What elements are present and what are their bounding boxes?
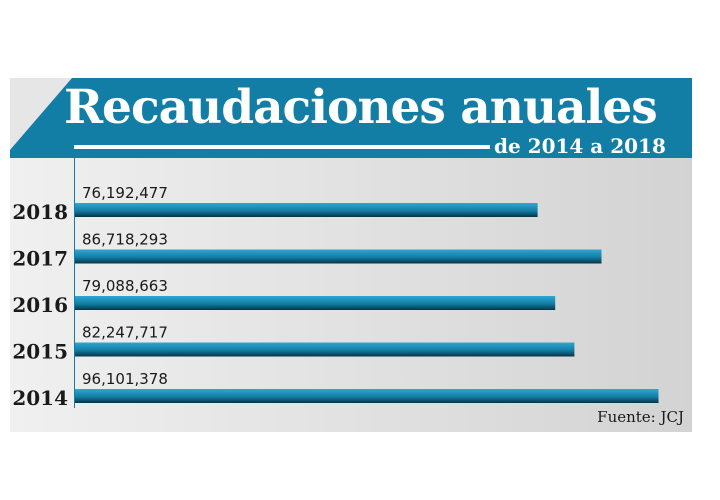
banner-fold-corner	[10, 78, 72, 150]
category-label-2014: 2014	[12, 386, 68, 410]
title-banner	[10, 78, 692, 158]
value-label-2017: 86,718,293	[82, 231, 168, 249]
value-label-2016: 79,088,663	[82, 277, 168, 295]
value-label-2018: 76,192,477	[82, 184, 168, 202]
category-label-2018: 2018	[12, 200, 68, 224]
bar-2015	[75, 342, 575, 357]
title-underline	[74, 145, 490, 149]
bars-layer: 76,192,477 2018 86,718,293 2017 79,088,663 20…	[12, 184, 659, 410]
category-label-2017: 2017	[12, 247, 68, 271]
bar-2014	[75, 389, 659, 403]
chart-title: Recaudaciones anuales	[64, 80, 658, 135]
category-axis-line	[74, 158, 75, 408]
bar-2017	[75, 249, 602, 264]
category-label-2016: 2016	[12, 293, 68, 317]
source-note: Fuente: JCJ	[597, 408, 684, 426]
value-label-2015: 82,247,717	[82, 324, 168, 342]
category-label-2015: 2015	[12, 340, 68, 364]
bar-2018	[75, 203, 538, 217]
chart-subtitle: de 2014 a 2018	[494, 134, 666, 158]
value-label-2014: 96,101,378	[82, 370, 168, 388]
bar-2016	[75, 296, 556, 310]
